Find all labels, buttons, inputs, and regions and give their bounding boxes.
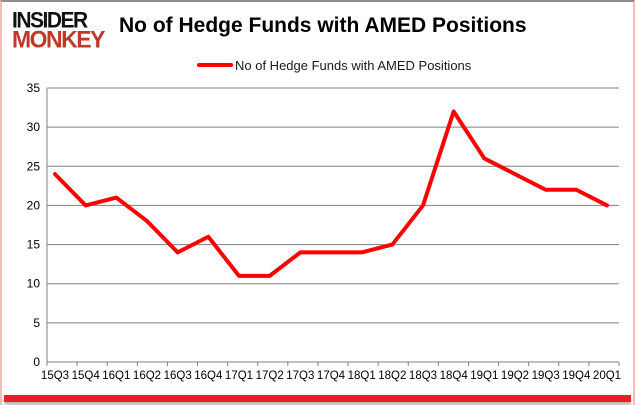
x-tick-label: 15Q3 (41, 370, 69, 382)
y-tick-label: 35 (27, 82, 41, 95)
chart-legend: No of Hedge Funds with AMED Positions (197, 57, 471, 73)
y-tick-label: 15 (27, 238, 41, 252)
y-tick-label: 0 (33, 355, 40, 369)
bottom-red-bar (4, 395, 631, 402)
y-tick-label: 10 (27, 277, 41, 291)
y-tick-label: 25 (27, 159, 41, 173)
x-tick-label: 15Q4 (72, 370, 101, 382)
x-tick-label: 17Q3 (286, 370, 314, 382)
chart-title: No of Hedge Funds with AMED Positions (119, 14, 527, 37)
x-tick-label: 20Q1 (593, 370, 621, 382)
y-tick-label: 5 (33, 316, 40, 330)
plot-area: 0 5 10 15 20 25 30 35 15Q3 15Q4 16Q1 16Q2 16Q3 16Q4 17… (2, 81, 633, 392)
x-tick-label: 19Q2 (501, 370, 529, 382)
x-tick-label: 16Q1 (102, 370, 130, 382)
legend-label: No of Hedge Funds with AMED Positions (235, 57, 472, 73)
legend-line-swatch (197, 63, 233, 67)
y-tick-label: 30 (27, 120, 41, 134)
x-tick-label: 16Q2 (133, 370, 161, 382)
x-tick-label: 17Q2 (256, 370, 284, 382)
logo-line-insider: INSIDER (12, 8, 88, 33)
x-tick-label: 19Q3 (532, 370, 560, 382)
x-tick-label: 17Q1 (225, 370, 253, 382)
x-tick-label: 17Q4 (317, 370, 346, 382)
y-tick-label: 20 (27, 198, 41, 212)
x-tick-label: 18Q1 (348, 370, 376, 382)
x-tick-label: 18Q2 (378, 370, 406, 382)
logo-line-monkey: MONKEY (12, 25, 105, 53)
x-tick-label: 19Q1 (470, 370, 498, 382)
chart-header: INSIDER MONKEY No of Hedge Funds with AM… (12, 8, 623, 60)
x-tick-label: 16Q4 (194, 370, 223, 382)
x-tick-label: 16Q3 (164, 370, 192, 382)
x-tick-label: 19Q4 (562, 370, 591, 382)
x-tick-label: 18Q4 (440, 370, 469, 382)
series-line (53, 109, 609, 278)
insider-monkey-logo: INSIDER MONKEY (12, 8, 132, 53)
x-tick-label: 18Q3 (409, 370, 437, 382)
